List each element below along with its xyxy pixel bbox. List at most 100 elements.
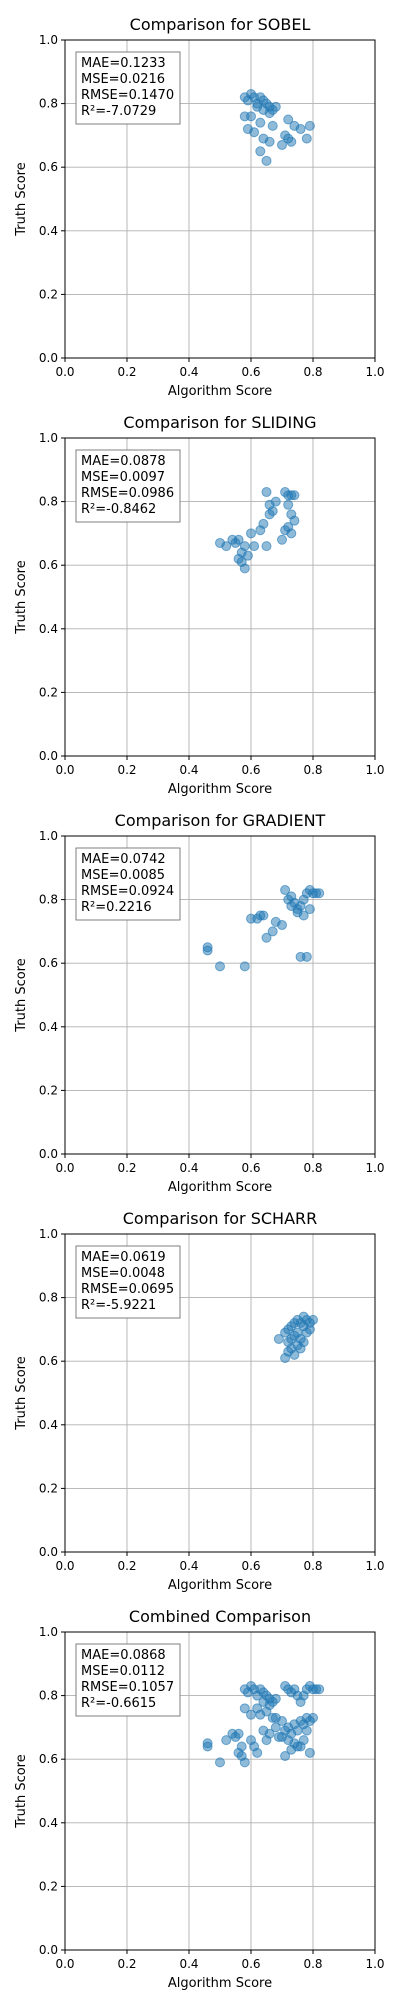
y-tick-label: 0.6 (39, 160, 58, 174)
data-point (308, 1314, 318, 1325)
stats-line: R²=-7.0729 (81, 104, 156, 119)
stats-line: MAE=0.1233 (81, 56, 166, 71)
scatter-series (215, 487, 300, 574)
data-point (221, 1735, 232, 1746)
y-axis-label: Truth Score (14, 1754, 29, 1829)
data-point (215, 961, 225, 972)
y-tick-label: 0.8 (39, 893, 58, 907)
data-point (202, 1741, 213, 1752)
y-tick-label: 0.0 (39, 749, 58, 763)
y-tick-label: 1.0 (39, 1625, 58, 1639)
chart-title: Combined Comparison (129, 1607, 311, 1626)
stats-box (75, 449, 181, 523)
x-tick-label: 0.2 (117, 763, 136, 777)
data-point (277, 139, 287, 150)
x-tick-label: 0.0 (55, 1161, 74, 1175)
x-tick-label: 0.0 (55, 1957, 74, 1971)
x-tick-label: 0.0 (55, 365, 74, 379)
x-tick-label: 0.0 (55, 1559, 74, 1573)
plot-frame (64, 1233, 376, 1553)
x-tick-label: 1.0 (365, 1957, 384, 1971)
y-tick-label: 0.4 (39, 224, 58, 238)
data-point (249, 541, 260, 552)
stats-line: RMSE=0.0986 (81, 486, 174, 501)
chart-panel-5: Combined Comparison 0.0 0.2 0.4 0.6 0.8 1.0 0.0… (14, 1607, 385, 1991)
data-point (283, 499, 294, 510)
data-point (258, 518, 269, 529)
chart-panel-4: Comparison for SCHARR 0.0 0.2 0.4 0.6 0.8 1.0 0… (14, 1209, 385, 1593)
data-point (314, 888, 325, 899)
y-tick-label: 0.2 (39, 1481, 58, 1495)
x-axis-label: Algorithm Score (168, 782, 272, 797)
scatter-series (202, 1681, 325, 1768)
x-tick-label: 1.0 (365, 1559, 384, 1573)
x-tick-label: 0.4 (179, 1957, 198, 1971)
data-point (246, 111, 256, 122)
stats-line: RMSE=0.0695 (81, 1282, 174, 1297)
data-point (286, 900, 297, 911)
data-point (255, 117, 266, 128)
data-point (295, 124, 306, 135)
data-point (298, 1311, 309, 1322)
x-tick-label: 1.0 (365, 763, 384, 777)
data-point (264, 136, 275, 147)
y-tick-label: 0.2 (39, 287, 58, 301)
y-tick-label: 0.2 (39, 1083, 58, 1097)
data-point (301, 951, 312, 962)
y-tick-label: 0.4 (39, 1816, 58, 1830)
data-point (283, 114, 294, 125)
stats-line: R²=-0.6615 (81, 1696, 156, 1711)
x-tick-label: 1.0 (365, 1161, 384, 1175)
data-point (258, 910, 269, 921)
data-point (233, 534, 244, 545)
stats-line: MAE=0.0878 (81, 454, 166, 469)
x-tick-label: 0.4 (179, 763, 198, 777)
chart-panel-3: Comparison for GRADIENT 0.0 0.2 0.4 0.6 0.8 1.… (14, 811, 385, 1195)
plot-frame (64, 39, 376, 359)
chart-title: Comparison for SOBEL (130, 15, 311, 34)
data-point (202, 945, 213, 956)
stats-line: MSE=0.0048 (81, 1266, 165, 1281)
stats-line: MSE=0.0112 (81, 1664, 165, 1679)
data-point (283, 1346, 294, 1357)
x-tick-label: 0.8 (303, 365, 322, 379)
y-tick-label: 0.8 (39, 495, 58, 509)
x-tick-label: 0.8 (303, 763, 322, 777)
data-point (280, 1751, 291, 1762)
data-point (239, 1703, 250, 1714)
y-tick-label: 0.8 (39, 97, 58, 111)
scatter-series (202, 885, 325, 972)
y-tick-label: 0.0 (39, 1147, 58, 1161)
data-point (215, 1757, 225, 1768)
y-axis-label: Truth Score (14, 1356, 29, 1431)
x-tick-label: 0.4 (179, 365, 198, 379)
stats-line: MAE=0.0742 (81, 852, 166, 867)
stats-box (75, 847, 181, 921)
data-point (301, 1725, 312, 1736)
data-point (301, 133, 312, 144)
data-point (304, 120, 315, 131)
chart-title: Comparison for SLIDING (123, 413, 316, 432)
data-point (277, 534, 287, 545)
x-tick-label: 0.6 (241, 1559, 260, 1573)
stats-line: RMSE=0.0924 (81, 884, 174, 899)
stats-line: MSE=0.0097 (81, 470, 165, 485)
stats-box (75, 1643, 181, 1717)
x-tick-label: 0.8 (303, 1957, 322, 1971)
data-point (249, 127, 260, 138)
x-axis-label: Algorithm Score (168, 384, 272, 399)
scatter-series (239, 89, 315, 166)
data-point (283, 522, 294, 533)
y-tick-label: 1.0 (39, 431, 58, 445)
data-point (289, 515, 300, 526)
x-axis-label: Algorithm Score (168, 1180, 272, 1195)
y-tick-label: 0.8 (39, 1689, 58, 1703)
data-point (298, 1735, 309, 1746)
x-tick-label: 0.2 (117, 365, 136, 379)
data-point (242, 550, 253, 561)
y-tick-label: 0.0 (39, 1545, 58, 1559)
data-point (280, 885, 291, 896)
x-tick-label: 0.8 (303, 1161, 322, 1175)
x-tick-label: 0.6 (241, 1161, 260, 1175)
